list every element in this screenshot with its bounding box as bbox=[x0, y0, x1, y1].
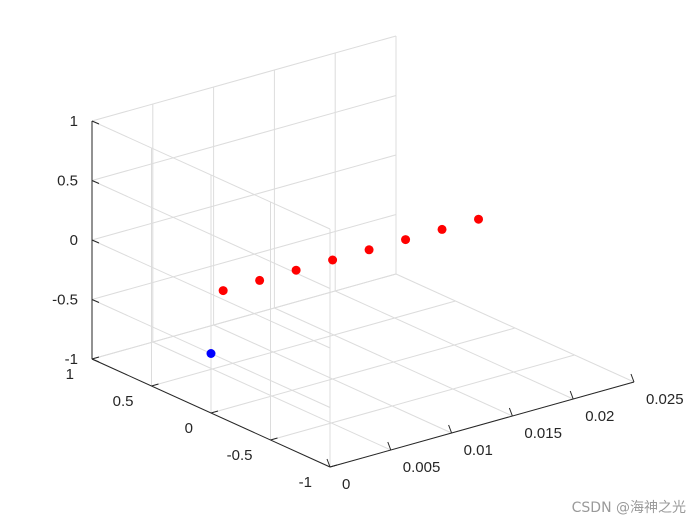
z-tick-mark bbox=[91, 299, 100, 303]
x-tick-label: 0.025 bbox=[646, 391, 684, 408]
grid-line bbox=[210, 327, 516, 414]
y-tick-mark bbox=[151, 383, 159, 387]
x-tick-label: 0.005 bbox=[403, 459, 441, 476]
data-points bbox=[206, 214, 484, 358]
grid-lines bbox=[91, 35, 635, 468]
scatter-point bbox=[255, 275, 265, 285]
x-tick-label: 0.01 bbox=[464, 442, 493, 459]
scatter-point bbox=[474, 214, 484, 224]
x-tick-mark bbox=[326, 458, 331, 468]
grid-line bbox=[91, 35, 397, 122]
x-tick-mark bbox=[448, 424, 453, 434]
grid-line bbox=[152, 341, 392, 451]
z-tick-mark bbox=[91, 239, 100, 244]
scatter-point bbox=[437, 224, 447, 234]
x-tick-label: 0.015 bbox=[524, 425, 562, 442]
z-tick-mark bbox=[91, 120, 100, 125]
grid-line bbox=[270, 354, 575, 441]
scatter-point bbox=[401, 235, 411, 245]
y-tick-label: -1 bbox=[299, 474, 312, 491]
z-tick-mark bbox=[91, 180, 100, 184]
y-tick-mark bbox=[91, 356, 100, 360]
y-tick-label: 0.5 bbox=[113, 393, 134, 410]
x-tick-mark bbox=[508, 407, 513, 417]
z-tick-label: -0.5 bbox=[52, 292, 78, 309]
grid-line bbox=[151, 300, 456, 387]
grid-line bbox=[91, 273, 397, 360]
tick-labels: 00.0050.010.0150.020.02510.50-0.5-110.50… bbox=[52, 113, 683, 493]
y-tick-mark bbox=[270, 437, 278, 441]
x-tick-label: 0 bbox=[342, 476, 350, 493]
scatter-point bbox=[328, 255, 338, 265]
z-tick-mark bbox=[91, 358, 100, 363]
z-tick-label: 1 bbox=[70, 113, 78, 130]
grid-line bbox=[91, 95, 397, 181]
y-tick-label: -0.5 bbox=[227, 447, 253, 464]
x-tick-mark bbox=[387, 441, 392, 451]
x-tick-mark bbox=[630, 373, 635, 383]
z-tick-label: 0.5 bbox=[57, 173, 78, 190]
scatter-point bbox=[218, 286, 228, 296]
y-tick-mark bbox=[210, 410, 219, 414]
scatter-point bbox=[291, 265, 301, 275]
z-tick-label: 0 bbox=[70, 232, 78, 249]
grid-line bbox=[91, 154, 397, 241]
x-tick-mark bbox=[569, 390, 574, 400]
y-tick-mark bbox=[329, 464, 338, 468]
grid-line bbox=[91, 214, 397, 300]
x-axis-line bbox=[329, 381, 635, 468]
watermark: CSDN @海神之光 bbox=[571, 500, 686, 516]
scatter-point bbox=[206, 349, 216, 358]
y-tick-label: 0 bbox=[185, 420, 193, 437]
z-tick-label: -1 bbox=[65, 351, 78, 368]
grid-line bbox=[334, 290, 574, 400]
grid-line bbox=[395, 273, 635, 383]
grid-line bbox=[274, 307, 513, 417]
axis-lines bbox=[91, 120, 635, 468]
scatter-point bbox=[364, 245, 374, 255]
x-tick-label: 0.02 bbox=[585, 408, 614, 425]
y-tick-label: 1 bbox=[66, 366, 74, 383]
grid-line bbox=[213, 324, 452, 434]
